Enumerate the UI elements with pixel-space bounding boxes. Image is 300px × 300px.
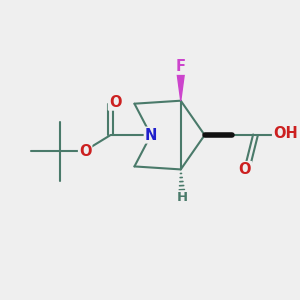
Polygon shape	[177, 69, 185, 101]
Text: OH: OH	[273, 126, 298, 141]
Text: O: O	[79, 144, 92, 159]
Text: O: O	[239, 162, 251, 177]
Text: N: N	[145, 128, 157, 142]
Text: F: F	[176, 59, 186, 74]
Text: O: O	[109, 95, 121, 110]
Text: H: H	[177, 191, 188, 204]
